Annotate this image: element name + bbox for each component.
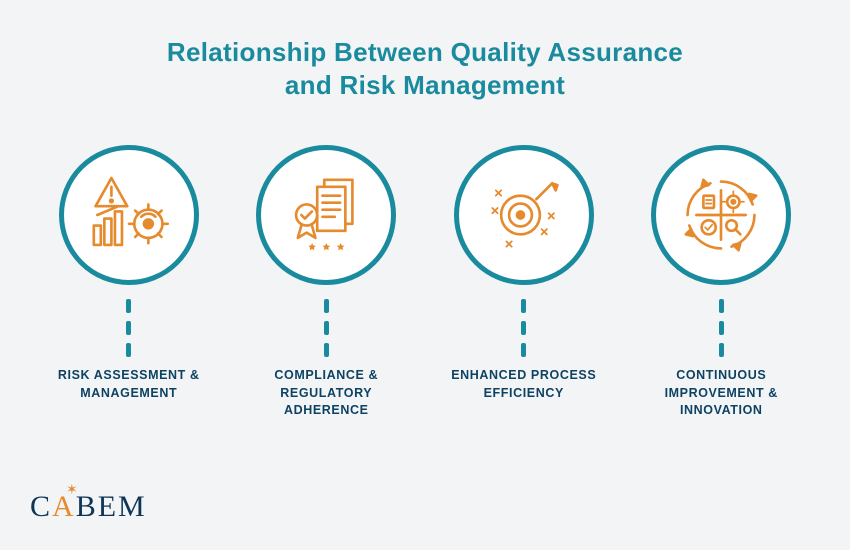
connector bbox=[324, 299, 329, 357]
dash bbox=[324, 321, 329, 335]
dash bbox=[324, 299, 329, 313]
dash bbox=[719, 343, 724, 357]
dash bbox=[126, 299, 131, 313]
circle-continuous-improvement bbox=[651, 145, 791, 285]
item-label: ENHANCED PROCESS EFFICIENCY bbox=[439, 367, 609, 402]
item-efficiency: ENHANCED PROCESS EFFICIENCY bbox=[439, 145, 609, 420]
logo-text-pre: C bbox=[30, 490, 52, 524]
circle-compliance bbox=[256, 145, 396, 285]
dash bbox=[126, 321, 131, 335]
dash bbox=[521, 299, 526, 313]
item-label: CONTINUOUS IMPROVEMENT & INNOVATION bbox=[636, 367, 806, 420]
circle-efficiency bbox=[454, 145, 594, 285]
efficiency-icon bbox=[480, 171, 568, 259]
item-compliance: COMPLIANCE & REGULATORY ADHERENCE bbox=[241, 145, 411, 420]
dash bbox=[521, 343, 526, 357]
logo: CA✶BEM bbox=[30, 490, 147, 524]
compliance-icon bbox=[282, 171, 370, 259]
title-line-2: and Risk Management bbox=[285, 70, 565, 100]
logo-text-accent: A✶ bbox=[52, 490, 76, 524]
items-row: RISK ASSESSMENT & MANAGEMENT bbox=[0, 101, 850, 420]
item-continuous-improvement: CONTINUOUS IMPROVEMENT & INNOVATION bbox=[636, 145, 806, 420]
dash bbox=[126, 343, 131, 357]
dash bbox=[719, 299, 724, 313]
logo-star-icon: ✶ bbox=[66, 482, 80, 499]
logo-text-post: BEM bbox=[76, 490, 147, 524]
item-risk-assessment: RISK ASSESSMENT & MANAGEMENT bbox=[44, 145, 214, 420]
item-label: RISK ASSESSMENT & MANAGEMENT bbox=[44, 367, 214, 402]
circle-risk-assessment bbox=[59, 145, 199, 285]
dash bbox=[719, 321, 724, 335]
item-label: COMPLIANCE & REGULATORY ADHERENCE bbox=[241, 367, 411, 420]
title-line-1: Relationship Between Quality Assurance bbox=[167, 37, 683, 67]
continuous-improvement-icon bbox=[677, 171, 765, 259]
connector bbox=[126, 299, 131, 357]
connector bbox=[521, 299, 526, 357]
connector bbox=[719, 299, 724, 357]
dash bbox=[521, 321, 526, 335]
page-title: Relationship Between Quality Assurance a… bbox=[0, 0, 850, 101]
dash bbox=[324, 343, 329, 357]
risk-assessment-icon bbox=[85, 171, 173, 259]
